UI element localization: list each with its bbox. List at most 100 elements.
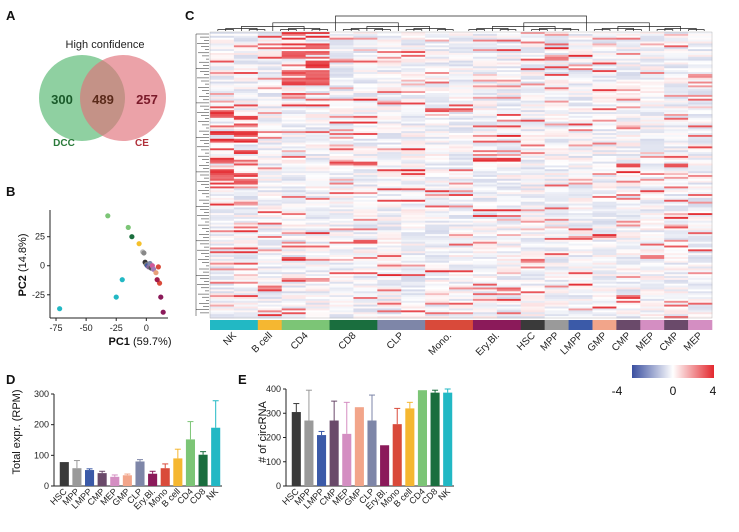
heatmap-cell (233, 51, 259, 54)
heatmap-cell (449, 312, 474, 315)
heatmap-cell (544, 115, 569, 119)
heatmap-cell (305, 258, 330, 262)
heatmap-cell (281, 104, 307, 107)
heatmap-cell (257, 47, 283, 50)
heatmap-cell (329, 207, 354, 210)
heatmap-cell (592, 133, 617, 136)
heatmap-cell (568, 87, 593, 90)
heatmap-cell (449, 279, 474, 283)
heatmap-cell (520, 173, 546, 176)
heatmap-cell (257, 133, 283, 136)
heatmap-cell (401, 39, 426, 42)
heatmap-cell (592, 306, 617, 309)
heatmap-cell (592, 180, 617, 184)
bar (185, 439, 195, 486)
heatmap-cell (210, 304, 235, 307)
heatmap-cell (568, 308, 593, 311)
heatmap-cell (544, 96, 569, 100)
heatmap-cell (472, 220, 498, 224)
heatmap-cell (616, 169, 641, 172)
heatmap-cell (544, 72, 569, 75)
heatmap-cell (257, 94, 283, 98)
heatmap-cell (616, 186, 641, 189)
heatmap-cell (520, 161, 546, 164)
group-color-bar (425, 320, 474, 330)
heatmap-cell (688, 192, 713, 195)
heatmap-cell (616, 49, 641, 52)
heatmap-cell (425, 123, 450, 126)
heatmap-cell (233, 178, 259, 182)
heatmap-cell (449, 131, 474, 134)
heatmap-cell (281, 52, 307, 56)
heatmap-cell (568, 243, 593, 246)
heatmap-cell (425, 199, 450, 203)
heatmap-cell (472, 306, 498, 309)
heatmap-cell (472, 115, 498, 119)
heatmap-cell (472, 85, 498, 88)
heatmap-cell (520, 182, 546, 185)
heatmap-cell (664, 163, 689, 166)
pca-x-title: PC1 (109, 336, 130, 348)
heatmap-cell (305, 68, 330, 71)
heatmap-cell (305, 140, 330, 143)
heatmap-cell (449, 192, 474, 195)
heatmap-cell (210, 287, 235, 290)
heatmap-cell (305, 100, 330, 103)
heatmap-cell (592, 230, 617, 233)
heatmap-cell (353, 285, 378, 288)
heatmap-cell (401, 260, 426, 264)
heatmap-cell (377, 32, 402, 35)
heatmap-cell (520, 60, 546, 63)
heatmap-cell (496, 148, 522, 151)
heatmap-cell (568, 127, 593, 130)
heatmap-cell (257, 123, 283, 126)
heatmap-cell (568, 45, 593, 48)
heatmap-cell (401, 253, 426, 256)
heatmap-cell (281, 178, 307, 182)
heatmap-cell (305, 123, 330, 126)
heatmap-cell (257, 274, 283, 277)
heatmap-cell (233, 205, 259, 208)
heatmap-cell (688, 93, 713, 96)
heatmap-cell (520, 239, 546, 243)
heatmap-cell (353, 176, 378, 180)
heatmap-cell (425, 70, 450, 73)
heatmap-cell (257, 51, 283, 54)
heatmap-cell (210, 236, 235, 239)
heatmap-cell (305, 70, 330, 73)
bar (72, 468, 82, 486)
heatmap-cell (281, 56, 307, 60)
heatmap-cell (329, 62, 354, 65)
heatmap-cell (472, 165, 498, 168)
heatmap-cell (520, 171, 546, 174)
heatmap-cell (353, 39, 378, 42)
heatmap-cell (210, 56, 235, 60)
heatmap-cell (592, 277, 617, 281)
heatmap-cell (449, 226, 474, 229)
heatmap-cell (520, 140, 546, 143)
heatmap-cell (281, 43, 307, 46)
heatmap-cell (496, 79, 522, 82)
heatmap-cell (329, 197, 354, 201)
heatmap-cell (472, 270, 498, 273)
heatmap-cell (377, 255, 402, 258)
heatmap-cell (592, 255, 617, 258)
heatmap-cell (664, 54, 689, 58)
heatmap-cell (305, 295, 330, 298)
heatmap-cell (257, 66, 283, 69)
heatmap-cell (305, 136, 330, 140)
heatmap-cell (281, 157, 307, 161)
heatmap-cell (664, 256, 689, 260)
heatmap-cell (640, 98, 665, 102)
heatmap-cell (664, 79, 689, 82)
heatmap-cell (377, 43, 402, 46)
heatmap-cell (353, 152, 378, 155)
heatmap-cell (377, 226, 402, 229)
heatmap-cell (377, 220, 402, 224)
heatmap-cell (664, 81, 689, 84)
bar-e-y-label: # of circRNA (257, 400, 269, 462)
heatmap-cell (688, 129, 713, 132)
heatmap-cell (353, 260, 378, 264)
heatmap-cell (401, 314, 426, 317)
heatmap-cell (377, 152, 402, 155)
